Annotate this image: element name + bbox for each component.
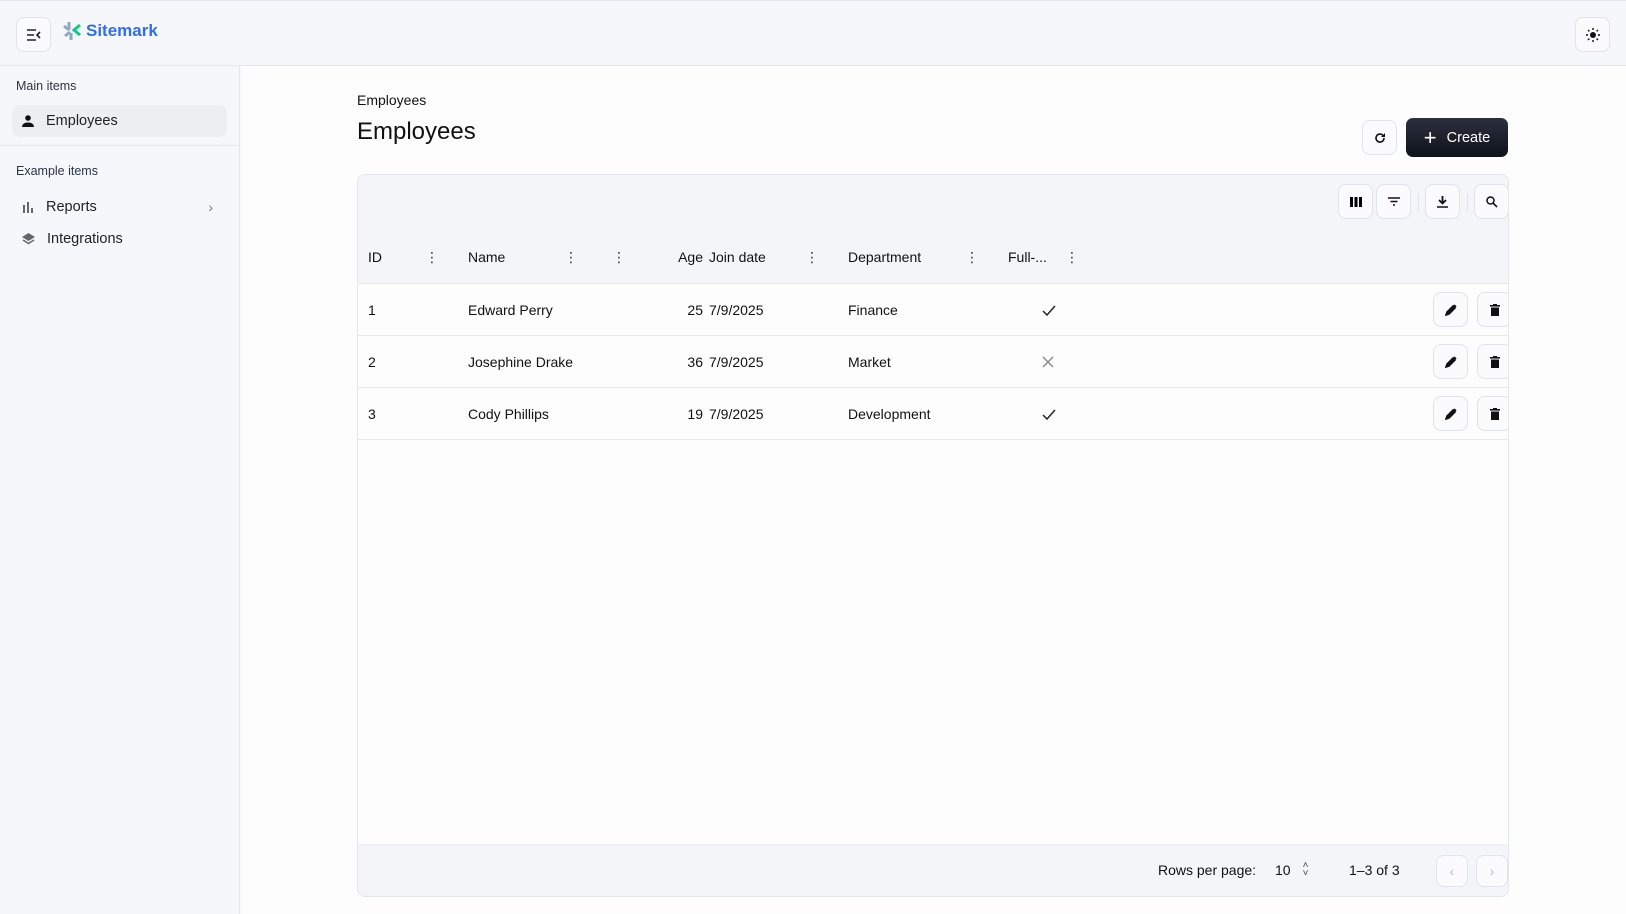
section-title-main: Main items — [16, 79, 77, 93]
cell-id: 2 — [368, 354, 376, 370]
toolbar-divider — [1418, 193, 1419, 211]
column-menu-icon[interactable]: ⋮ — [1065, 248, 1079, 265]
sitemark-logo-icon — [63, 22, 81, 40]
column-menu-icon[interactable]: ⋮ — [612, 248, 626, 265]
cell-department: Finance — [848, 302, 898, 318]
cell-age: 19 — [687, 406, 703, 422]
columns-icon — [1349, 196, 1362, 207]
employees-data-grid: ID ⋮ Name ⋮ ⋮ Age Join date ⋮ Department… — [357, 174, 1509, 897]
sidebar: Main items Employees Example items Repor… — [0, 66, 240, 914]
chevron-right-icon[interactable]: › — [208, 199, 213, 215]
delete-button[interactable] — [1477, 292, 1508, 327]
column-header-id[interactable]: ID — [368, 249, 382, 265]
app-header: Sitemark — [0, 0, 1626, 66]
cell-name: Josephine Drake — [468, 354, 574, 370]
delete-button[interactable] — [1477, 344, 1508, 379]
trash-icon — [1489, 303, 1500, 316]
column-menu-icon[interactable]: ⋮ — [965, 248, 979, 265]
column-header-join-date[interactable]: Join date — [709, 249, 766, 265]
cell-department: Development — [848, 406, 931, 422]
column-header-department[interactable]: Department — [848, 249, 922, 265]
check-icon — [1042, 388, 1056, 440]
rows-per-page-select[interactable]: 10 ˄ ˅ — [1275, 860, 1309, 879]
delete-button[interactable] — [1477, 396, 1508, 431]
bar-chart-icon — [23, 202, 33, 213]
cell-join-date: 7/9/2025 — [709, 406, 764, 422]
trash-icon — [1489, 407, 1500, 420]
row-divider — [358, 439, 1508, 440]
filter-icon — [1387, 197, 1400, 206]
column-header-full-time[interactable]: Full-... — [1008, 249, 1047, 265]
cell-department: Market — [848, 354, 891, 370]
cell-join-date: 7/9/2025 — [709, 354, 764, 370]
column-header-age[interactable]: Age — [678, 249, 703, 265]
search-icon — [1485, 195, 1498, 208]
chevron-updown-icon: ˄ ˅ — [1302, 860, 1309, 879]
pagination-range: 1–3 of 3 — [1349, 862, 1400, 878]
check-icon — [1042, 284, 1056, 336]
close-icon — [1042, 336, 1054, 388]
sidebar-item-label: Employees — [46, 113, 118, 129]
export-button[interactable] — [1425, 184, 1460, 219]
refresh-icon — [1374, 132, 1385, 143]
grid-toolbar: ID ⋮ Name ⋮ ⋮ Age Join date ⋮ Department… — [358, 175, 1508, 283]
sidebar-item-employees[interactable]: Employees — [12, 105, 227, 137]
brand-name: Sitemark — [86, 21, 158, 40]
cell-id: 3 — [368, 406, 376, 422]
column-header-name[interactable]: Name — [468, 249, 506, 265]
layers-icon — [22, 233, 35, 245]
trash-icon — [1489, 355, 1500, 368]
pencil-icon — [1444, 303, 1457, 316]
table-row[interactable]: 2 Josephine Drake 36 7/9/2025 Market — [358, 335, 1508, 387]
search-button[interactable] — [1474, 184, 1508, 219]
theme-toggle-button[interactable] — [1575, 17, 1610, 52]
create-label: Create — [1446, 129, 1491, 146]
column-menu-icon[interactable]: ⋮ — [425, 248, 439, 265]
columns-button[interactable] — [1338, 184, 1373, 219]
column-menu-icon[interactable]: ⋮ — [805, 248, 819, 265]
grid-footer: Rows per page: 10 ˄ ˅ 1–3 of 3 ‹ › — [358, 844, 1508, 896]
pencil-icon — [1444, 407, 1457, 420]
plus-icon: + — [1423, 124, 1437, 150]
refresh-button[interactable] — [1362, 120, 1397, 155]
chevron-left-icon: ‹ — [1449, 863, 1455, 879]
cell-age: 36 — [687, 354, 703, 370]
column-menu-icon[interactable]: ⋮ — [564, 248, 578, 265]
rows-per-page-value: 10 — [1275, 862, 1291, 878]
sidebar-item-label: Reports — [46, 199, 97, 215]
sidebar-divider — [0, 145, 240, 146]
brand-logo[interactable]: Sitemark — [62, 21, 158, 41]
chevron-right-icon: › — [1489, 863, 1495, 879]
menu-collapse-icon — [26, 28, 41, 41]
previous-page-button[interactable]: ‹ — [1436, 855, 1468, 887]
edit-button[interactable] — [1433, 396, 1468, 431]
toolbar-divider — [1467, 193, 1468, 211]
breadcrumb[interactable]: Employees — [357, 92, 427, 108]
main-content: Employees Employees + Create ID ⋮ Name ⋮… — [241, 66, 1626, 914]
filter-button[interactable] — [1376, 184, 1411, 219]
cell-join-date: 7/9/2025 — [709, 302, 764, 318]
toggle-sidebar-button[interactable] — [16, 17, 51, 52]
sidebar-item-reports[interactable]: Reports › — [12, 191, 227, 223]
pencil-icon — [1444, 355, 1457, 368]
cell-name: Edward Perry — [468, 302, 553, 318]
create-button[interactable]: + Create — [1406, 118, 1508, 157]
cell-name: Cody Phillips — [468, 406, 549, 422]
cell-id: 1 — [368, 302, 376, 318]
cell-age: 25 — [687, 302, 703, 318]
sun-icon — [1585, 27, 1600, 42]
person-icon — [22, 115, 34, 127]
rows-per-page-label: Rows per page: — [1158, 862, 1257, 878]
download-icon — [1437, 195, 1448, 208]
sidebar-item-integrations[interactable]: Integrations — [12, 223, 227, 255]
edit-button[interactable] — [1433, 292, 1468, 327]
table-row[interactable]: 3 Cody Phillips 19 7/9/2025 Development — [358, 387, 1508, 439]
sidebar-item-label: Integrations — [47, 231, 123, 247]
section-title-example: Example items — [16, 164, 98, 178]
page-title: Employees — [357, 118, 476, 145]
next-page-button[interactable]: › — [1476, 855, 1508, 887]
table-row[interactable]: 1 Edward Perry 25 7/9/2025 Finance — [358, 283, 1508, 335]
edit-button[interactable] — [1433, 344, 1468, 379]
